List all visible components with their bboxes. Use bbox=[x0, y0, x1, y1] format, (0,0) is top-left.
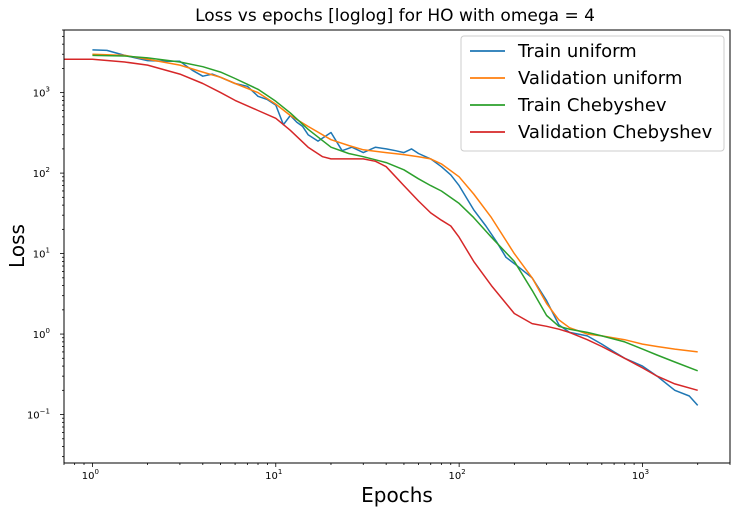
y-tick-label-2: 101 bbox=[33, 247, 50, 261]
y-tick-label-1: 100 bbox=[33, 327, 50, 341]
y-tick-exponent-3: 2 bbox=[46, 166, 50, 174]
series-line-3 bbox=[64, 58, 698, 392]
series-line-2 bbox=[92, 54, 698, 372]
y-tick-label-0: 10−1 bbox=[27, 408, 50, 422]
x-axis: 100 101 102 103 bbox=[63, 463, 731, 482]
legend-label-1: Validation uniform bbox=[518, 68, 682, 89]
y-tick-exponent-1: 0 bbox=[46, 327, 50, 335]
y-tick-exponent-0: −1 bbox=[40, 408, 50, 416]
legend: Train uniform Validation uniform Train Che… bbox=[460, 35, 725, 152]
x-axis-label: Epochs bbox=[361, 483, 433, 507]
x-tick-exponent-2: 2 bbox=[461, 468, 465, 476]
legend-label-0: Train uniform bbox=[517, 41, 637, 62]
plot-frame bbox=[63, 29, 731, 464]
y-tick-label-4: 103 bbox=[33, 86, 50, 100]
x-tick-label-3: 103 bbox=[632, 468, 649, 482]
y-tick-exponent-4: 3 bbox=[46, 86, 50, 94]
y-tick-exponent-2: 1 bbox=[46, 247, 50, 255]
series-line-1 bbox=[92, 53, 698, 353]
x-tick-exponent-0: 0 bbox=[95, 468, 99, 476]
legend-box bbox=[460, 35, 725, 152]
chart-title: Loss vs epochs [loglog] for HO with omeg… bbox=[195, 6, 595, 26]
legend-label-2: Train Chebyshev bbox=[517, 95, 667, 116]
x-tick-label-2: 102 bbox=[449, 468, 466, 482]
x-tick-exponent-1: 1 bbox=[278, 468, 282, 476]
series-layer bbox=[64, 49, 699, 406]
y-axis-label: Loss bbox=[5, 224, 29, 268]
y-tick-label-3: 102 bbox=[33, 166, 50, 180]
x-tick-label-0: 100 bbox=[82, 468, 99, 482]
legend-label-3: Validation Chebyshev bbox=[518, 122, 713, 143]
x-tick-exponent-3: 3 bbox=[645, 468, 649, 476]
x-tick-label-1: 101 bbox=[265, 468, 282, 482]
